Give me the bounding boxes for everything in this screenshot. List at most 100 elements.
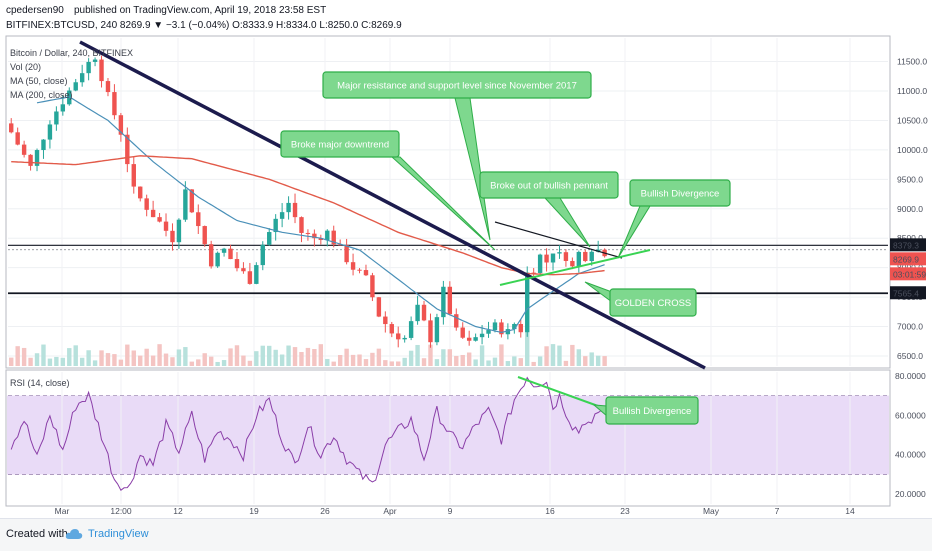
volume-bar (176, 349, 182, 366)
volume-bar (254, 351, 259, 366)
volume-bar (415, 344, 420, 366)
volume-bar (41, 344, 46, 366)
legend-symbol: Bitcoin / Dollar, 240, BITFINEX (10, 48, 133, 58)
volume-bar (267, 345, 272, 366)
price-tag (890, 267, 926, 281)
volume-bar (86, 350, 91, 366)
volume-bar (396, 361, 401, 366)
volume-bar (499, 344, 504, 366)
time-tick-label: 16 (545, 506, 555, 516)
volume-bar (370, 352, 375, 366)
candle-body (176, 219, 182, 243)
volume-bar (21, 347, 27, 366)
volume-bar (402, 357, 407, 366)
time-tick-label: 7 (775, 506, 780, 516)
time-tick-label: Apr (383, 506, 396, 516)
volume-bar (602, 356, 607, 366)
volume-bar (279, 354, 285, 366)
volume-bar (389, 361, 394, 366)
candle-body (150, 209, 156, 218)
candle-body (105, 81, 111, 93)
candle-body (189, 189, 195, 213)
time-axis[interactable]: Mar 12:00 12 19 26 Apr 9 16 23 May 7 14 (55, 506, 855, 516)
volume-bar (460, 354, 465, 366)
rsi-tick-label: 60.0000 (895, 410, 926, 420)
candle-body (363, 270, 369, 276)
candle-body (473, 337, 478, 341)
candle-body (537, 254, 543, 273)
volume-bar (47, 358, 53, 366)
volume-bar (331, 361, 336, 366)
volume-bar (196, 359, 201, 366)
time-tick-label: 26 (320, 506, 330, 516)
candle-body (138, 186, 143, 199)
price-tick-label: 9500.0 (897, 174, 923, 184)
candle-body (21, 144, 27, 155)
candle-body (208, 244, 214, 267)
volume-bar (202, 353, 207, 366)
volume-bar (583, 356, 588, 366)
rsi-band (7, 395, 889, 475)
volume-bar (34, 353, 40, 366)
price-tag-label: 03:01:59 (893, 269, 926, 279)
callout-box (479, 171, 619, 199)
time-tick-label: 9 (448, 506, 453, 516)
callout-text: Bullish Divergence (613, 406, 692, 417)
price-tag (890, 252, 926, 266)
ma50-line (36, 96, 605, 334)
candle-body (454, 314, 459, 328)
volume-bar (363, 359, 369, 366)
callout-box (605, 396, 699, 425)
price-axis[interactable]: 6500.07000.07500.08000.08500.09000.09500… (890, 57, 928, 500)
volume-bar (318, 344, 324, 366)
volume-bar (479, 345, 485, 366)
candle-body (505, 329, 511, 335)
callout-text: GOLDEN CROSS (615, 298, 692, 309)
rsi-tick-label: 40.0000 (895, 450, 926, 460)
candle-body (54, 111, 59, 125)
callout-text: Broke out of bullish pennant (490, 181, 608, 192)
callout-box (629, 179, 731, 207)
footer-brand[interactable]: TradingView (88, 528, 149, 540)
candle-body (221, 248, 227, 253)
author-name[interactable]: cpedersen90 (6, 5, 64, 16)
price-tick-label: 10500.0 (897, 115, 928, 125)
candle-body (428, 320, 433, 343)
price-tag (890, 286, 926, 300)
volume-bar (518, 358, 523, 366)
price-tag-label: 8379.3 (893, 240, 919, 250)
time-tick-label: Mar (55, 506, 70, 516)
candle-body (170, 230, 175, 243)
price-tick-label: 11000.0 (897, 86, 927, 96)
volume-bar (537, 356, 543, 366)
volume-bar (105, 353, 111, 366)
candle-body (34, 150, 40, 166)
volume-bar (563, 360, 569, 366)
volume-bar (125, 344, 130, 366)
candle-body (73, 82, 78, 91)
candle-body (415, 304, 420, 322)
candle-body (492, 322, 498, 331)
legend-vol: Vol (20) (10, 62, 41, 72)
candle-body (383, 316, 388, 325)
candle-body (447, 286, 453, 315)
volume-bar (428, 344, 433, 366)
volume-bar (350, 354, 356, 366)
rsi-line (10, 376, 605, 491)
volume-bar (408, 350, 414, 366)
chart-canvas[interactable]: cpedersen90 published on TradingView.com… (0, 0, 932, 518)
candle-body (267, 232, 272, 245)
candle-body (305, 232, 311, 234)
volume-bar (9, 357, 14, 366)
volume-bar (163, 353, 169, 366)
volume-bar (54, 356, 59, 366)
legend-ma50: MA (50, close) (10, 76, 68, 86)
candle-body (92, 59, 98, 62)
callout-text: Major resistance and support level since… (337, 81, 577, 92)
time-tick-label: May (703, 506, 720, 516)
candle-body (544, 254, 549, 263)
rsi-legend: RSI (14, close) (10, 378, 70, 388)
annotations: Major resistance and support level since… (280, 71, 731, 425)
candle-body (460, 327, 465, 338)
candle-body (583, 251, 588, 262)
